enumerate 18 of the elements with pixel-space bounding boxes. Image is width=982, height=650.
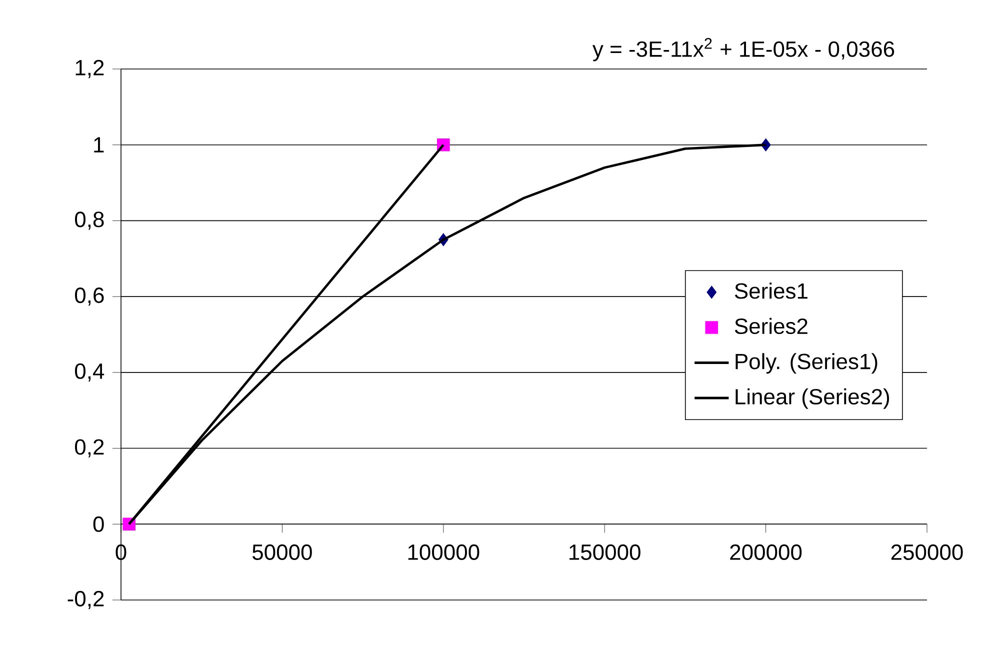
legend-label: Series2	[734, 318, 808, 334]
x-tick-label: 200000	[730, 544, 802, 560]
y-tick-label: 1,2	[76, 60, 104, 78]
y-tick-label: 0,6	[74, 288, 104, 306]
x-tick-label: 100000	[408, 544, 480, 560]
y-tick-label: 0,4	[74, 363, 104, 382]
y-tick-label: 0,8	[74, 212, 104, 230]
y-tick-label: 1	[94, 137, 104, 152]
legend-label: Linear (Series2)	[736, 388, 890, 409]
text: y = -3E-11x$^{2}$ + 1E-05x - 0,0366	[592, 38, 894, 62]
legend-label: Series1	[734, 282, 808, 299]
y-tick-label: 0,2	[74, 439, 104, 458]
y-tick-label: -0,2	[68, 590, 104, 610]
x-tick-label: 250000	[891, 544, 963, 560]
x-tick-label: 50000	[252, 544, 312, 560]
x-tick-label: 150000	[570, 544, 640, 560]
legend-label: Poly. (Series1)	[736, 353, 878, 374]
y-tick-label: 0	[93, 516, 104, 532]
